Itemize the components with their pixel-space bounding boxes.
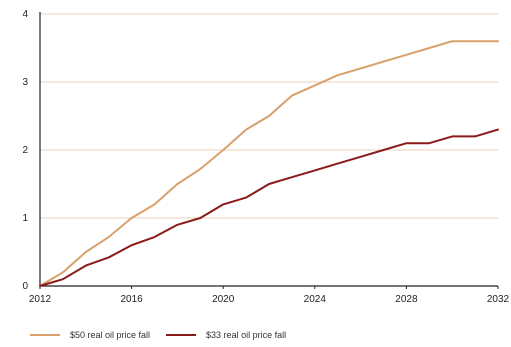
x-tick-label-2028: 2028 [395, 294, 418, 305]
x-tick-label-2016: 2016 [120, 294, 143, 305]
y-tick-label-2: 2 [22, 145, 28, 156]
x-tick-label-2020: 2020 [212, 294, 235, 305]
legend-item-series-1: $50 real oil price fall [30, 330, 150, 340]
series-lines [40, 41, 498, 286]
legend-label-series-2: $33 real oil price fall [206, 330, 286, 340]
legend-swatch-series-2 [166, 334, 196, 336]
y-tick-label-3: 3 [22, 77, 28, 88]
series-line-2 [40, 130, 498, 286]
y-tick-label-0: 0 [22, 281, 28, 292]
series-line-1 [40, 41, 498, 286]
tick-labels: 0 1 2 3 4 2012 2016 2020 2024 2028 2032 [22, 9, 509, 305]
x-tick-label-2024: 2024 [304, 294, 327, 305]
legend-label-series-1: $50 real oil price fall [70, 330, 150, 340]
x-tick-label-2012: 2012 [29, 294, 52, 305]
y-tick-label-4: 4 [22, 9, 28, 20]
legend-item-series-2: $33 real oil price fall [166, 330, 286, 340]
y-tick-label-1: 1 [22, 213, 28, 224]
legend: $50 real oil price fall $33 real oil pri… [30, 330, 286, 340]
line-chart: 0 1 2 3 4 2012 2016 2020 2024 2028 2032 [0, 0, 511, 325]
x-tick-label-2032: 2032 [487, 294, 510, 305]
legend-swatch-series-1 [30, 334, 60, 336]
